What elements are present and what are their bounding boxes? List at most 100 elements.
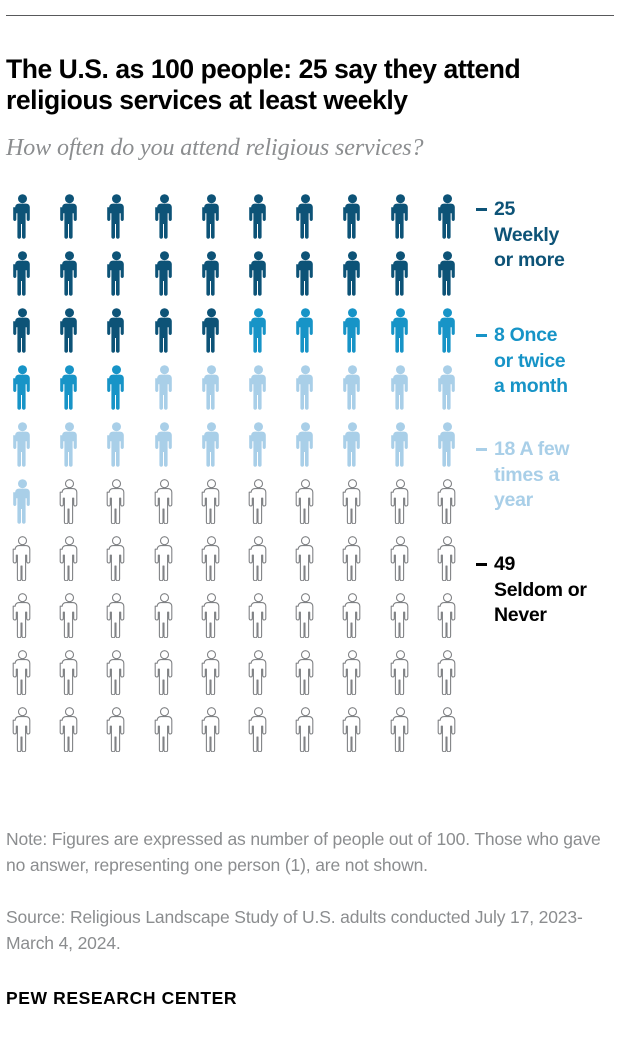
person-icon xyxy=(12,479,33,524)
person-icon xyxy=(437,422,458,467)
person-icon xyxy=(248,479,269,524)
person-icon xyxy=(437,536,458,581)
person-icon xyxy=(201,308,222,353)
person-icon xyxy=(154,194,175,239)
person-icon xyxy=(201,365,222,410)
pictogram-row xyxy=(0,475,470,532)
person-icon xyxy=(342,479,363,524)
person-icon xyxy=(295,251,316,296)
person-icon xyxy=(154,593,175,638)
person-icon xyxy=(154,479,175,524)
person-icon xyxy=(390,536,411,581)
legend-label: 25 Weekly or more xyxy=(494,198,565,271)
person-icon xyxy=(248,194,269,239)
person-icon xyxy=(295,650,316,695)
person-icon xyxy=(390,365,411,410)
legend-label: 8 Once or twice a month xyxy=(494,324,568,397)
person-icon xyxy=(248,365,269,410)
person-icon xyxy=(248,650,269,695)
legend-dash-icon xyxy=(476,563,487,566)
footnote-note: Note: Figures are expressed as number of… xyxy=(6,829,601,875)
person-icon xyxy=(342,422,363,467)
pictogram-row xyxy=(0,247,470,304)
person-icon xyxy=(154,536,175,581)
legend-item: 25 Weekly or more xyxy=(476,197,565,274)
person-icon xyxy=(342,251,363,296)
person-icon xyxy=(248,308,269,353)
person-icon xyxy=(390,650,411,695)
pictogram-row xyxy=(0,589,470,646)
legend-dash-icon xyxy=(476,448,487,451)
pictogram-row xyxy=(0,418,470,475)
person-icon xyxy=(106,194,127,239)
legend-item: 18 A few times a year xyxy=(476,437,570,514)
pictogram-chart xyxy=(0,190,620,790)
person-icon xyxy=(12,593,33,638)
legend-dash-icon xyxy=(476,208,487,211)
person-icon xyxy=(106,422,127,467)
person-icon xyxy=(342,365,363,410)
person-icon xyxy=(295,593,316,638)
person-icon xyxy=(106,308,127,353)
person-icon xyxy=(12,422,33,467)
person-icon xyxy=(201,650,222,695)
person-icon xyxy=(390,593,411,638)
person-icon xyxy=(12,365,33,410)
legend-label: 18 A few times a year xyxy=(494,438,570,511)
person-icon xyxy=(342,650,363,695)
person-icon xyxy=(390,308,411,353)
person-icon xyxy=(390,422,411,467)
person-icon xyxy=(295,479,316,524)
person-icon xyxy=(12,707,33,752)
person-icon xyxy=(154,422,175,467)
person-icon xyxy=(437,707,458,752)
person-icon xyxy=(154,308,175,353)
person-icon xyxy=(106,650,127,695)
person-icon xyxy=(201,593,222,638)
person-icon xyxy=(248,707,269,752)
person-icon xyxy=(248,422,269,467)
person-icon xyxy=(201,707,222,752)
person-icon xyxy=(295,194,316,239)
footnote-source: Source: Religious Landscape Study of U.S… xyxy=(6,907,583,953)
person-icon xyxy=(12,194,33,239)
person-icon xyxy=(437,650,458,695)
person-icon xyxy=(437,479,458,524)
person-icon xyxy=(342,536,363,581)
person-icon xyxy=(59,650,80,695)
person-icon xyxy=(437,308,458,353)
person-icon xyxy=(59,536,80,581)
person-icon xyxy=(106,593,127,638)
person-icon xyxy=(106,251,127,296)
person-icon xyxy=(106,479,127,524)
person-icon xyxy=(59,308,80,353)
legend-label: 49 Seldom or Never xyxy=(494,553,587,626)
person-icon xyxy=(59,422,80,467)
person-icon xyxy=(106,707,127,752)
person-icon xyxy=(59,707,80,752)
person-icon xyxy=(201,536,222,581)
person-icon xyxy=(201,479,222,524)
person-icon xyxy=(59,365,80,410)
person-icon xyxy=(437,194,458,239)
person-icon xyxy=(437,593,458,638)
person-icon xyxy=(12,650,33,695)
person-icon xyxy=(154,251,175,296)
person-icon xyxy=(437,365,458,410)
person-icon xyxy=(390,194,411,239)
person-icon xyxy=(248,536,269,581)
person-icon xyxy=(12,536,33,581)
person-icon xyxy=(437,251,458,296)
person-icon xyxy=(295,365,316,410)
brand-name: PEW RESEARCH CENTER xyxy=(6,988,238,1008)
legend-item: 49 Seldom or Never xyxy=(476,552,587,629)
person-icon xyxy=(342,194,363,239)
pictogram-row xyxy=(0,304,470,361)
person-icon xyxy=(342,308,363,353)
legend-dash-icon xyxy=(476,334,487,337)
person-icon xyxy=(154,707,175,752)
person-icon xyxy=(390,251,411,296)
pictogram-row xyxy=(0,361,470,418)
person-icon xyxy=(154,365,175,410)
